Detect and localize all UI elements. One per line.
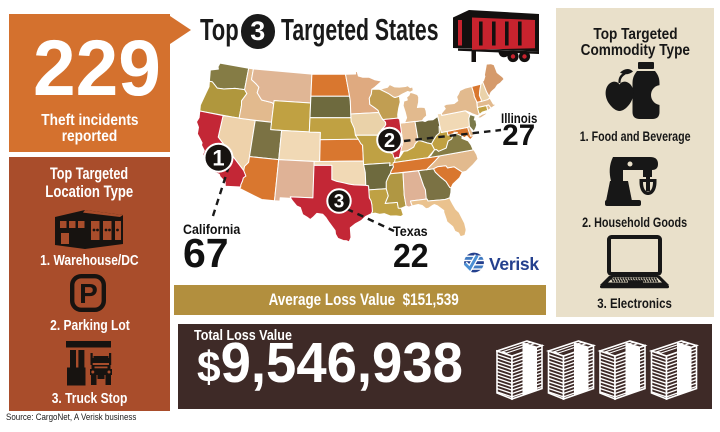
svg-text:Verisk: Verisk	[489, 254, 539, 274]
svg-text:3: 3	[334, 192, 345, 213]
svg-text:1: 1	[212, 145, 224, 170]
svg-text:2: 2	[384, 130, 395, 152]
svg-text:P: P	[79, 278, 98, 309]
